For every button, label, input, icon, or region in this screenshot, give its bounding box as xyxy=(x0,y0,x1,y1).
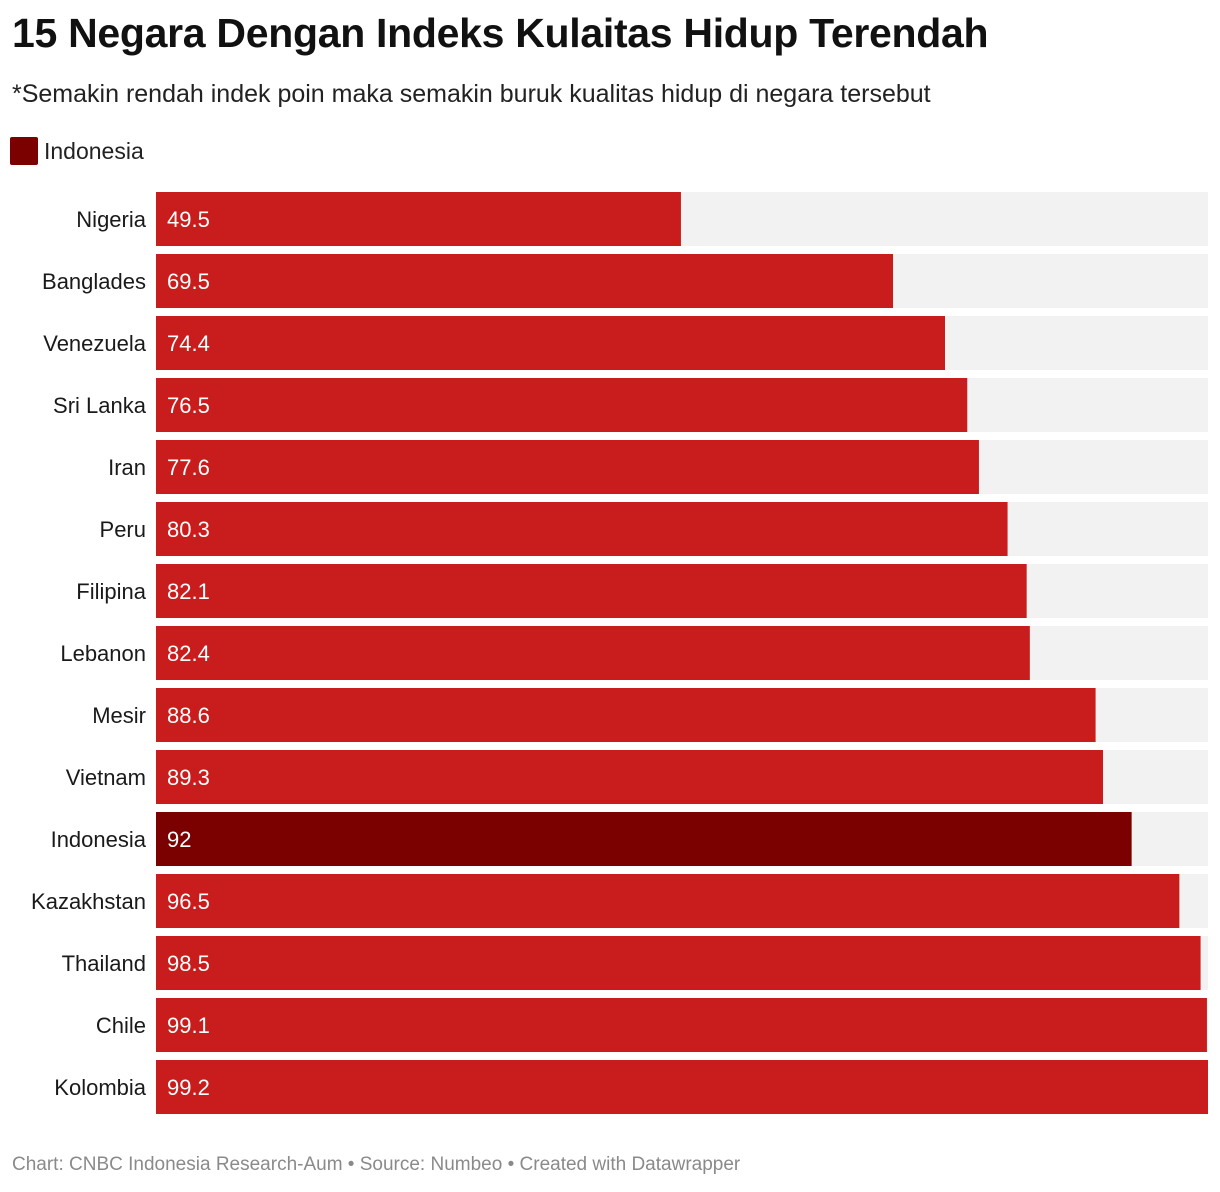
value-label-filipina: 82.1 xyxy=(167,579,210,604)
category-label-sri-lanka: Sri Lanka xyxy=(53,393,147,418)
value-label-venezuela: 74.4 xyxy=(167,331,210,356)
bar-venezuela xyxy=(156,316,945,370)
bar-lebanon xyxy=(156,626,1030,680)
bar-peru xyxy=(156,502,1008,556)
bar-chile xyxy=(156,998,1207,1052)
category-label-nigeria: Nigeria xyxy=(76,207,146,232)
value-label-banglades: 69.5 xyxy=(167,269,210,294)
bar-iran xyxy=(156,440,979,494)
category-label-mesir: Mesir xyxy=(92,703,146,728)
value-label-lebanon: 82.4 xyxy=(167,641,210,666)
category-label-peru: Peru xyxy=(100,517,146,542)
legend: Indonesia xyxy=(10,136,144,166)
bar-chart: Nigeria 49.5 Banglades 69.5 Venezuela 74.4 Sri… xyxy=(31,192,1208,1114)
category-label-filipina: Filipina xyxy=(76,579,146,604)
value-label-mesir: 88.6 xyxy=(167,703,210,728)
category-label-venezuela: Venezuela xyxy=(43,331,147,356)
value-label-sri-lanka: 76.5 xyxy=(167,393,210,418)
category-label-vietnam: Vietnam xyxy=(66,765,146,790)
chart-title: 15 Negara Dengan Indeks Kulaitas Hidup T… xyxy=(12,10,989,56)
bar-filipina xyxy=(156,564,1027,618)
bar-kazakhstan xyxy=(156,874,1180,928)
legend-label-indonesia: Indonesia xyxy=(44,137,144,164)
category-label-banglades: Banglades xyxy=(42,269,146,294)
value-label-nigeria: 49.5 xyxy=(167,207,210,232)
category-label-kolombia: Kolombia xyxy=(54,1075,146,1100)
bar-nigeria xyxy=(156,192,681,246)
bar-thailand xyxy=(156,936,1201,990)
bar-vietnam xyxy=(156,750,1104,804)
value-label-peru: 80.3 xyxy=(167,517,210,542)
category-label-indonesia: Indonesia xyxy=(51,827,147,852)
value-label-indonesia: 92 xyxy=(167,827,191,852)
bar-kolombia xyxy=(156,1060,1208,1114)
category-label-iran: Iran xyxy=(108,455,146,480)
bar-mesir xyxy=(156,688,1096,742)
legend-swatch-indonesia xyxy=(10,137,38,165)
value-label-kazakhstan: 96.5 xyxy=(167,889,210,914)
bar-sri-lanka xyxy=(156,378,968,432)
category-label-chile: Chile xyxy=(96,1013,146,1038)
chart-footer: Chart: CNBC Indonesia Research-Aum • Sou… xyxy=(12,1154,741,1175)
chart-subtitle: *Semakin rendah indek poin maka semakin … xyxy=(12,80,931,108)
bar-indonesia xyxy=(156,812,1132,866)
value-label-thailand: 98.5 xyxy=(167,951,210,976)
value-label-chile: 99.1 xyxy=(167,1013,210,1038)
value-label-vietnam: 89.3 xyxy=(167,765,210,790)
category-label-kazakhstan: Kazakhstan xyxy=(31,889,146,914)
value-label-iran: 77.6 xyxy=(167,455,210,480)
bar-banglades xyxy=(156,254,894,308)
value-label-kolombia: 99.2 xyxy=(167,1075,210,1100)
category-label-lebanon: Lebanon xyxy=(60,641,146,666)
category-label-thailand: Thailand xyxy=(62,951,146,976)
